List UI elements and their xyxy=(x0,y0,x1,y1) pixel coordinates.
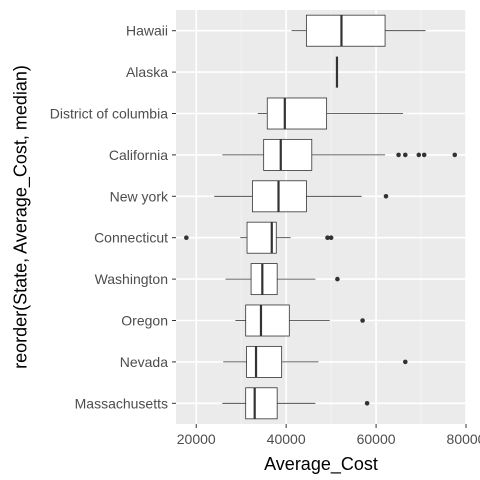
box-hawaii xyxy=(291,14,426,47)
box-washington xyxy=(225,263,340,296)
box-nevada xyxy=(223,345,408,378)
x-tick-label: 60000 xyxy=(357,431,396,447)
y-tick-label: District of columbia xyxy=(50,106,168,122)
outlier-point xyxy=(452,152,458,158)
outlier-point xyxy=(396,152,401,158)
outlier-point xyxy=(335,276,340,282)
y-tick-label: New york xyxy=(110,188,169,204)
outlier-point xyxy=(360,318,365,323)
outlier-point xyxy=(403,359,408,365)
y-tick-label: California xyxy=(109,147,168,163)
y-tick-label: Washington xyxy=(95,271,168,287)
box-new-york xyxy=(214,180,389,213)
outlier-point xyxy=(325,235,330,240)
x-tick-label: 20000 xyxy=(177,431,216,447)
box-iqr xyxy=(305,14,386,47)
box-iqr xyxy=(263,138,313,171)
y-tick-label: Connecticut xyxy=(94,230,168,246)
box-iqr xyxy=(266,97,328,130)
x-axis-title: Average_Cost xyxy=(264,454,378,475)
x-tick-label: 40000 xyxy=(267,431,306,447)
y-tick-label: Alaska xyxy=(126,64,168,80)
plot-panel xyxy=(176,10,466,424)
y-axis-title: reorder(State, Average_Cost, median) xyxy=(10,65,31,369)
boxes xyxy=(184,14,458,420)
box-iqr xyxy=(246,345,283,378)
box-iqr xyxy=(245,387,278,420)
outlier-point xyxy=(328,235,334,240)
box-district-of-columbia xyxy=(257,97,404,130)
outlier-point xyxy=(364,401,370,406)
box-connecticut xyxy=(184,221,334,254)
box-iqr xyxy=(245,304,290,337)
outlier-point xyxy=(184,235,189,240)
box-california xyxy=(222,138,458,171)
outlier-point xyxy=(383,194,389,199)
outlier-point xyxy=(416,152,422,158)
x-tick-label: 80000 xyxy=(447,431,480,447)
y-tick-label: Nevada xyxy=(120,354,168,370)
y-tick-label: Oregon xyxy=(121,313,168,329)
outlier-point xyxy=(421,152,427,158)
outlier-point xyxy=(403,152,408,158)
box-iqr xyxy=(250,263,278,296)
y-tick-label: Massachusetts xyxy=(75,395,168,411)
y-tick-label: Hawaii xyxy=(126,23,168,39)
box-oregon xyxy=(235,304,365,337)
box-massachusetts xyxy=(222,387,370,420)
y-axis-ticks: Massachusetts Nevada Oregon Washington Conne… xyxy=(50,23,176,411)
x-axis-ticks: 20000 40000 60000 80000 xyxy=(177,424,480,447)
